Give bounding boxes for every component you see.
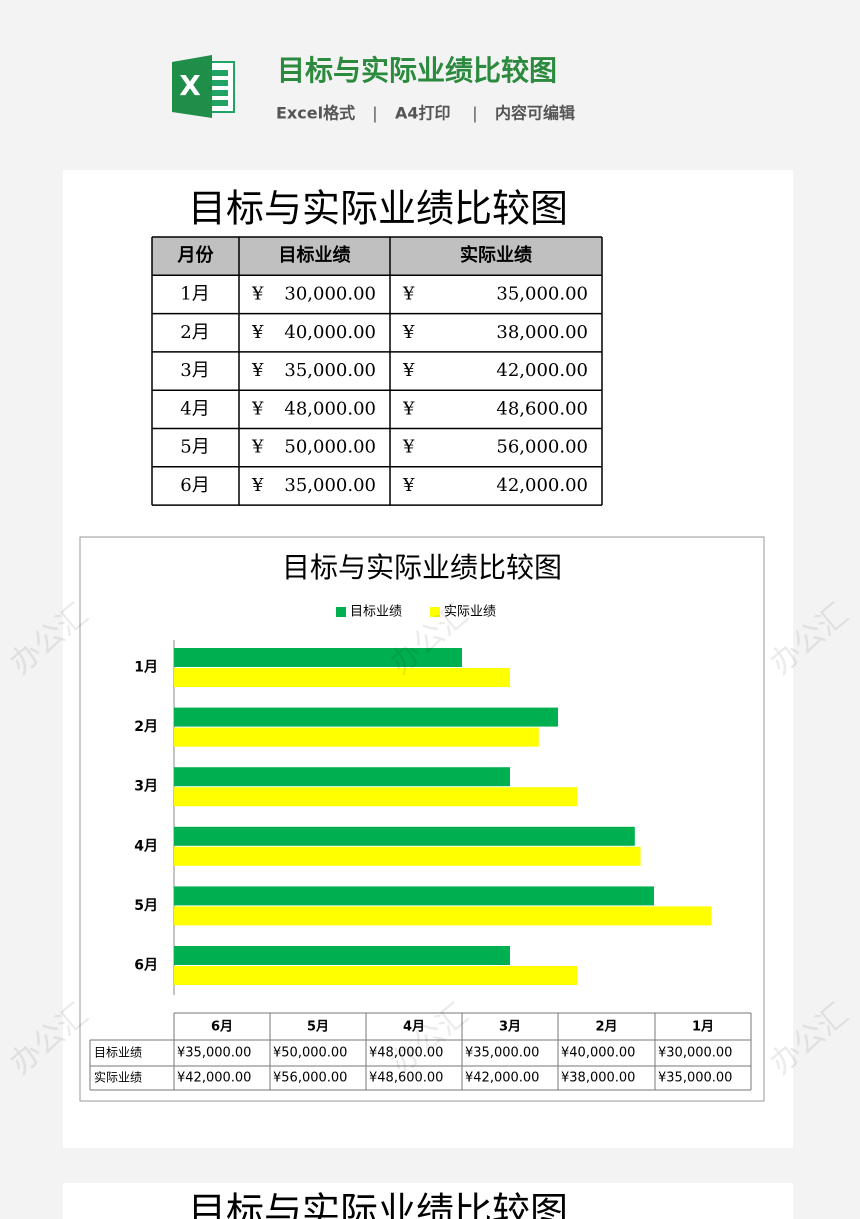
table-cell: ¥	[251, 283, 264, 304]
data-table-cell: ¥35,000.00	[465, 1046, 539, 1061]
table-cell: ¥	[251, 398, 264, 419]
table-cell: 35,000.00	[496, 283, 588, 304]
table-cell: ¥	[402, 360, 415, 381]
table-header-bg	[152, 237, 602, 276]
data-table-cell: ¥48,600.00	[369, 1071, 443, 1086]
table-cell: ¥	[402, 398, 415, 419]
data-table-cell: ¥40,000.00	[561, 1046, 635, 1061]
tag: Excel格式	[276, 104, 355, 123]
tag: 内容可编辑	[495, 104, 575, 123]
table-cell: 4月	[180, 398, 209, 419]
table-cell: ¥	[251, 475, 264, 496]
table-cell: 35,000.00	[284, 475, 376, 496]
legend-label: 目标业绩	[350, 605, 402, 620]
data-table-cell: ¥42,000.00	[465, 1071, 539, 1086]
table-cell: 40,000.00	[284, 322, 376, 343]
data-table-header: 1月	[692, 1020, 714, 1035]
table-cell: 42,000.00	[496, 475, 588, 496]
bar	[174, 886, 654, 906]
table-cell: 5月	[180, 437, 209, 458]
bar	[174, 826, 635, 846]
data-table-row-label: 实际业绩	[94, 1070, 142, 1085]
excel-icon: X	[172, 55, 235, 118]
category-label: 6月	[134, 958, 158, 974]
category-label: 4月	[134, 838, 158, 854]
data-table-header: 2月	[595, 1020, 617, 1035]
data-table-row-label: 目标业绩	[94, 1046, 142, 1060]
category-label: 3月	[134, 779, 158, 795]
sheet-title: 目标与实际业绩比较图	[188, 187, 568, 231]
table-cell: 35,000.00	[284, 360, 376, 381]
bar	[174, 648, 462, 667]
data-table-cell: ¥56,000.00	[273, 1071, 347, 1086]
bar	[174, 707, 558, 727]
table-cell: ¥	[402, 437, 415, 458]
table-cell: ¥	[402, 475, 415, 496]
bar	[174, 787, 578, 807]
header-title: 目标与实际业绩比较图	[277, 54, 557, 87]
category-label: 5月	[134, 898, 158, 914]
data-table-cell: ¥48,000.00	[369, 1046, 443, 1061]
table-cell: 48,000.00	[284, 398, 376, 419]
table-cell: 30,000.00	[284, 283, 376, 304]
data-table-header: 5月	[307, 1020, 329, 1035]
table-cell: 48,600.00	[496, 398, 588, 419]
tag: A4打印	[395, 104, 451, 123]
table-cell: ¥	[251, 360, 264, 381]
table-cell: ¥	[402, 283, 415, 304]
data-table-cell: ¥38,000.00	[561, 1071, 635, 1086]
table-header: 月份	[177, 244, 215, 266]
bar	[174, 946, 510, 965]
data-table-cell: ¥42,000.00	[177, 1071, 251, 1086]
table-header: 目标业绩	[279, 244, 351, 266]
category-label: 2月	[134, 719, 158, 735]
table-cell: 1月	[180, 283, 209, 304]
legend-label: 实际业绩	[444, 605, 496, 620]
bar	[174, 767, 510, 787]
next-card	[63, 1183, 793, 1219]
table-header: 实际业绩	[460, 244, 532, 266]
legend-swatch	[430, 607, 440, 617]
table-cell: 50,000.00	[284, 437, 376, 458]
data-table-cell: ¥35,000.00	[177, 1046, 251, 1061]
data-table-header: 3月	[499, 1020, 521, 1035]
category-label: 1月	[134, 660, 158, 676]
bar	[174, 727, 539, 747]
data-table-cell: ¥35,000.00	[658, 1071, 732, 1086]
bar	[174, 846, 641, 866]
data-table-cell: ¥50,000.00	[273, 1046, 347, 1061]
bar	[174, 966, 578, 985]
bar	[174, 906, 712, 926]
legend-swatch	[336, 607, 346, 617]
chart-box	[79, 536, 765, 1102]
separator: |	[372, 104, 377, 123]
table-cell: 42,000.00	[496, 360, 588, 381]
table-cell: 3月	[180, 360, 209, 381]
separator: |	[472, 104, 477, 123]
table-cell: 2月	[180, 322, 209, 343]
table-cell: ¥	[251, 437, 264, 458]
data-table-header: 4月	[403, 1020, 425, 1035]
next-page-title: 目标与实际业绩比较图	[188, 1190, 568, 1219]
data-table-header: 6月	[211, 1020, 233, 1035]
svg-text:X: X	[179, 69, 201, 102]
chart-title: 目标与实际业绩比较图	[282, 551, 562, 584]
table-cell: ¥	[402, 322, 415, 343]
table-cell: 56,000.00	[496, 437, 588, 458]
data-table-cell: ¥30,000.00	[658, 1046, 732, 1061]
bar	[174, 668, 510, 687]
table-cell: 6月	[180, 475, 209, 496]
table-cell: ¥	[251, 322, 264, 343]
table-cell: 38,000.00	[496, 322, 588, 343]
